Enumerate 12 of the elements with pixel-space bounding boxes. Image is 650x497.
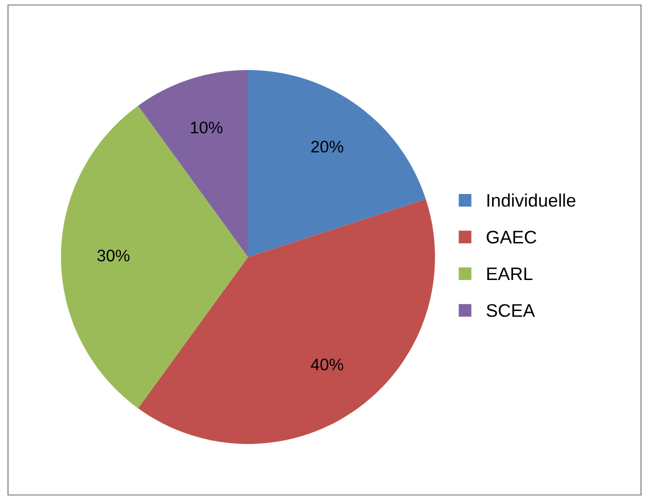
pie-slice [138,199,435,444]
data-label: 20% [311,140,344,153]
pie-slice [61,106,248,408]
data-label: 40% [310,358,344,370]
legend-label: Individuelle [487,194,576,207]
data-label: 30% [97,250,130,262]
pie-slice [138,70,248,257]
legend-label: SCEA [486,304,535,317]
pie-slice [248,70,426,257]
legend-label: GAEC [486,230,536,244]
legend-label: EARL [487,268,532,280]
data-label: 10% [190,122,222,134]
